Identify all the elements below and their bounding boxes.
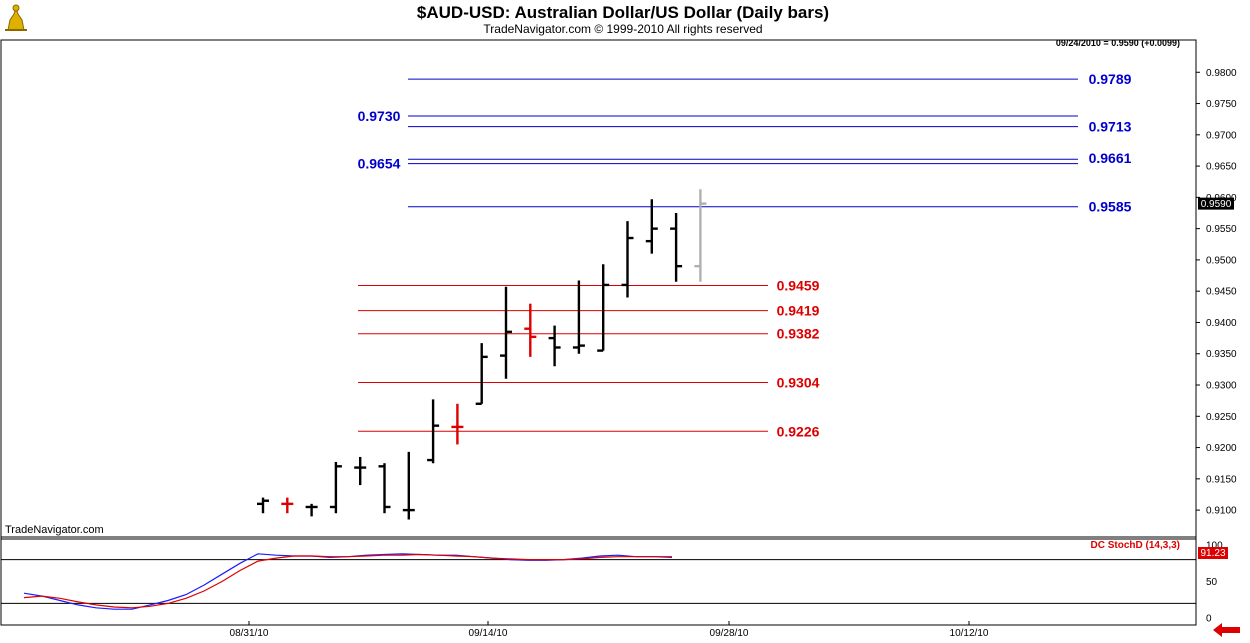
ohlc-bar: [378, 463, 391, 514]
ohlc-bar: [548, 325, 561, 367]
ohlc-bar: [670, 213, 683, 282]
ohlc-bar: [402, 451, 415, 520]
price-tick-label: 0.9400: [1206, 318, 1237, 329]
ohlc-bar: [427, 399, 440, 464]
ohlc-bar: [621, 221, 634, 298]
stoch-tick-label: 100: [1206, 541, 1223, 552]
stoch-tick-label: 0: [1206, 614, 1212, 625]
price-tick-label: 0.9150: [1206, 474, 1237, 485]
price-tick-label: 0.9100: [1206, 506, 1237, 517]
stoch-series-line: [23, 553, 673, 610]
date-tick-label: 08/31/10: [230, 628, 269, 639]
price-tick-label: 0.9250: [1206, 412, 1237, 423]
date-tick-label: 10/12/10: [950, 628, 989, 639]
price-tick-label: 0.9800: [1206, 68, 1237, 79]
stoch-reference-lines: [1, 559, 1196, 604]
level-label: 0.9730: [358, 108, 401, 124]
trade-navigator-logo-icon[interactable]: [5, 4, 27, 31]
stoch-lines: [23, 553, 673, 610]
price-tick-label: 0.9300: [1206, 381, 1237, 392]
ohlc-bar: [524, 303, 537, 357]
price-tick-label: 0.9500: [1206, 255, 1237, 266]
price-tick-label: 0.9700: [1206, 130, 1237, 141]
price-tick-label: 0.9750: [1206, 99, 1237, 110]
price-tick-label: 0.9200: [1206, 443, 1237, 454]
ohlc-bar: [329, 461, 342, 514]
ohlc-bar: [354, 456, 367, 486]
price-tick-label: 0.9350: [1206, 349, 1237, 360]
ohlc-bar: [475, 343, 488, 405]
level-label: 0.9661: [1089, 150, 1132, 166]
ohlc-bar: [281, 497, 294, 514]
stoch-value-tag: [1198, 547, 1228, 559]
plot-frame: [0, 39, 1197, 626]
price-axis: 0.98000.97500.97000.96500.96000.95500.95…: [1196, 68, 1237, 517]
stoch-series-line: [23, 553, 672, 609]
ohlc-bars: [257, 189, 707, 520]
watermark: TradeNavigator.com: [5, 524, 104, 536]
ohlc-bar: [305, 503, 318, 517]
chart-subtitle: TradeNavigator.com © 1999-2010 All right…: [483, 22, 762, 36]
chart-title: $AUD-USD: Australian Dollar/US Dollar (D…: [417, 3, 829, 22]
ohlc-bar: [451, 403, 464, 445]
level-label: 0.9304: [777, 375, 820, 391]
level-label: 0.9654: [358, 156, 401, 172]
level-label: 0.9226: [777, 423, 820, 439]
price-readout: 09/24/2010 = 0.9590 (+0.0099): [1056, 38, 1180, 48]
last-price-tag-text: 0.9590: [1201, 199, 1232, 210]
last-price-tag: [1198, 197, 1234, 210]
date-tick-label: 09/28/10: [710, 628, 749, 639]
level-label: 0.9789: [1089, 71, 1132, 87]
ohlc-bar: [597, 264, 610, 352]
ohlc-bar: [257, 497, 269, 514]
ohlc-bar: [694, 189, 707, 282]
level-label: 0.9713: [1089, 119, 1132, 135]
price-tick-label: 0.9650: [1206, 162, 1237, 173]
level-label: 0.9419: [777, 303, 820, 319]
stoch-tick-label: 50: [1206, 577, 1218, 588]
ohlc-bar: [645, 199, 658, 254]
level-label: 0.9585: [1089, 199, 1132, 215]
price-tick-label: 0.9550: [1206, 224, 1237, 235]
level-label: 0.9382: [777, 326, 820, 342]
stoch-title: DC StochD (14,3,3): [1091, 540, 1180, 551]
red-back-arrow-icon[interactable]: [1213, 623, 1240, 637]
ohlc-bar: [572, 280, 585, 354]
level-label: 0.9459: [777, 278, 820, 294]
level-lines: 0.9789 0.9730 0.9713 0.9661 0.9654 0.9585 0.94…: [358, 71, 1132, 439]
stoch-value-tag-text: 91.23: [1200, 548, 1225, 559]
stoch-axis: 100 50 0: [1206, 541, 1223, 625]
date-tick-label: 09/14/10: [469, 628, 508, 639]
price-tick-label: 0.9450: [1206, 287, 1237, 298]
ohlc-bar: [500, 286, 512, 379]
date-axis: 08/31/10 09/14/10 09/28/10 10/12/10: [230, 621, 989, 639]
